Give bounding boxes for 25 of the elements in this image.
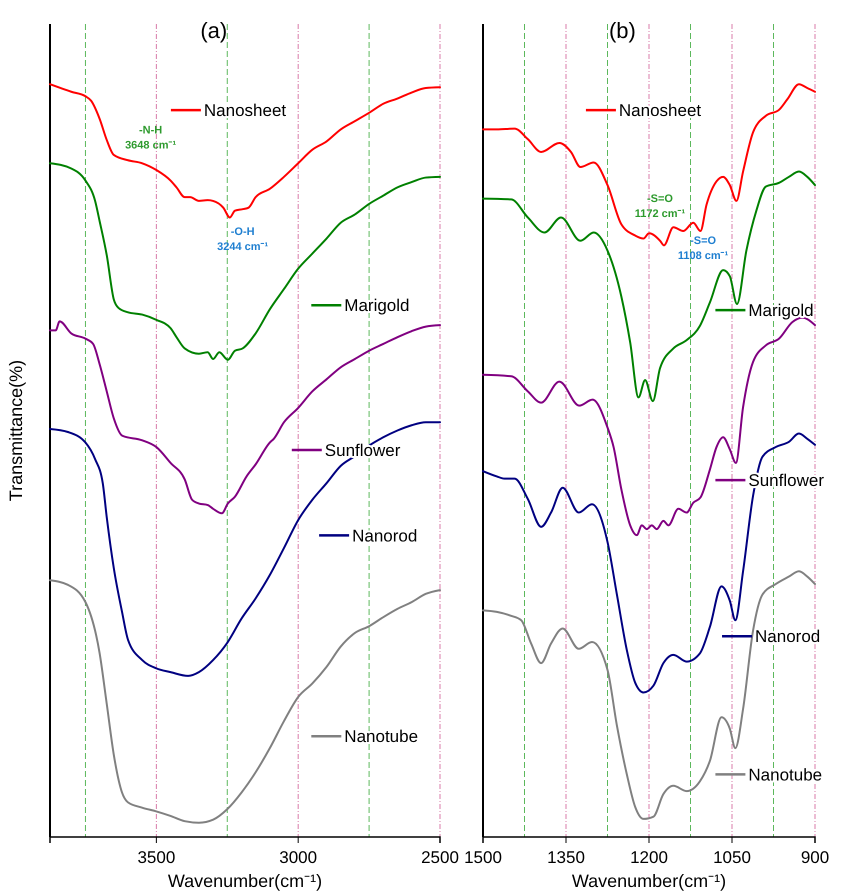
- legend-label: Nanotube: [748, 765, 822, 784]
- x-tick-label: 900: [800, 848, 830, 867]
- x-tick-label: 1500: [464, 848, 502, 867]
- legend-label: Nanorod: [755, 627, 820, 646]
- annotation: -S=O 1172 cm⁻¹: [634, 192, 686, 220]
- chart-title: (b): [608, 18, 636, 43]
- chart-title: (a): [200, 18, 228, 43]
- legend-label: Marigold: [344, 296, 410, 316]
- annotation: -S=O 1108 cm⁻¹: [678, 235, 729, 262]
- annotation: -O-H 3244 cm⁻¹: [217, 226, 269, 254]
- x-axis-title: Wavenumber(cm⁻¹): [168, 871, 322, 891]
- x-axis-title: Wavenumber(cm⁻¹): [572, 871, 726, 891]
- legend-label: Nanosheet: [204, 101, 286, 120]
- annotation: -N-H 3648 cm⁻¹: [125, 124, 176, 152]
- x-tick-label: 3500: [137, 848, 176, 867]
- legend-label: Nanosheet: [618, 101, 702, 120]
- y-axis-title: Transmittance(%): [6, 360, 26, 502]
- legend-label: Marigold: [748, 301, 814, 320]
- x-tick-label: 1200: [630, 848, 668, 867]
- x-tick-label: 3000: [279, 848, 318, 867]
- x-tick-label: 2500: [421, 848, 459, 867]
- x-tick-label: 1050: [713, 848, 751, 867]
- legend-label: Nanotube: [344, 727, 418, 746]
- legend-label: Nanorod: [352, 526, 418, 546]
- x-tick-label: 1350: [547, 848, 585, 867]
